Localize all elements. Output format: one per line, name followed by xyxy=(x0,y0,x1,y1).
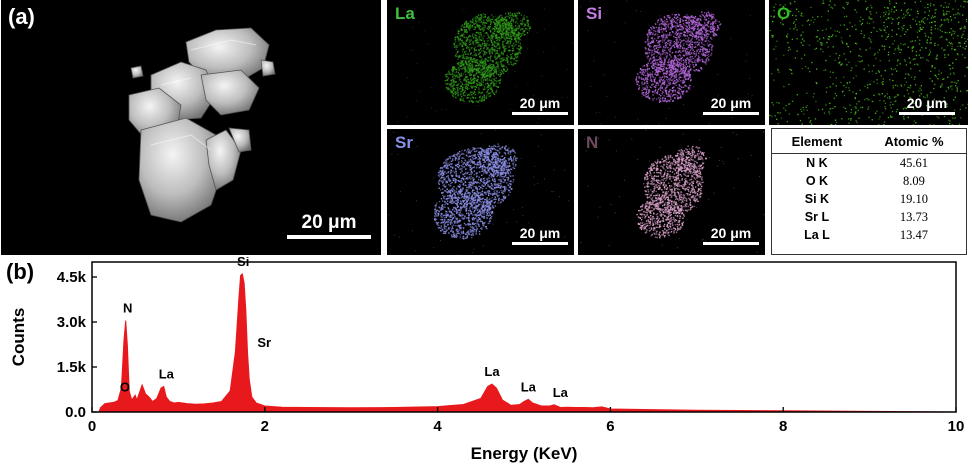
map-tile-si: Si 20 μm xyxy=(578,0,765,125)
table-cell-element: N K xyxy=(772,154,862,173)
map-o-label: O xyxy=(777,4,790,24)
table-header-atomic: Atomic % xyxy=(862,129,966,154)
map-si-label: Si xyxy=(586,4,602,24)
panel-b-label: (b) xyxy=(6,259,34,285)
map-n-scale-text: 20 μm xyxy=(703,225,759,241)
y-axis-label: Counts xyxy=(9,308,28,367)
sem-scale-text: 20 μm xyxy=(287,212,371,234)
map-sr-scale-text: 20 μm xyxy=(512,225,568,241)
y-tick-label: 3.0k xyxy=(57,314,87,331)
panel-b: (b) 0 2 4 6 8 10 0.0 1.5k 3.0k 4.5k N O La Si Sr La La La… xyxy=(0,257,972,467)
peak-label: Si xyxy=(237,257,249,269)
peak-label: Sr xyxy=(257,335,271,350)
x-tick-label: 0 xyxy=(88,418,96,435)
scale-bar-line xyxy=(287,235,371,239)
table-cell-value: 13.73 xyxy=(862,208,966,226)
map-la-label: La xyxy=(395,4,415,24)
table-row: La L 13.47 xyxy=(772,226,966,244)
map-o-scale: 20 μm xyxy=(899,95,955,115)
panel-a-label: (a) xyxy=(8,4,35,30)
table-cell-value: 19.10 xyxy=(862,190,966,208)
scale-bar-line xyxy=(512,112,568,115)
map-tile-la: La 20 μm xyxy=(387,0,574,125)
map-sr-scale: 20 μm xyxy=(512,225,568,245)
peak-label: O xyxy=(120,380,130,395)
table-header-element: Element xyxy=(772,129,862,154)
table-cell-value: 8.09 xyxy=(862,172,966,190)
y-tick-label: 1.5k xyxy=(57,359,87,376)
x-tick-label: 10 xyxy=(948,418,965,435)
table-cell-value: 45.61 xyxy=(862,154,966,173)
table-cell-element: Sr L xyxy=(772,208,862,226)
x-tick-label: 2 xyxy=(261,418,269,435)
map-o-scale-text: 20 μm xyxy=(899,95,955,111)
map-tile-sr: Sr 20 μm xyxy=(387,129,574,255)
map-n-scale: 20 μm xyxy=(703,225,759,245)
map-tile-n: N 20 μm xyxy=(578,129,765,255)
peak-label: La xyxy=(484,364,500,379)
x-tick-label: 6 xyxy=(606,418,614,435)
peak-label: N xyxy=(123,301,132,316)
eds-spectrum-chart: 0 2 4 6 8 10 0.0 1.5k 3.0k 4.5k N O La Si Sr La La La Ene… xyxy=(0,257,972,467)
map-n-label: N xyxy=(586,133,598,153)
x-tick-label: 8 xyxy=(779,418,787,435)
scale-bar-line xyxy=(703,242,759,245)
map-la-scale-text: 20 μm xyxy=(512,95,568,111)
table-row: N K 45.61 xyxy=(772,154,966,173)
peak-label: La xyxy=(521,379,537,394)
peak-label: La xyxy=(159,367,175,382)
table-cell-value: 13.47 xyxy=(862,226,966,244)
map-tile-o: O 20 μm xyxy=(769,0,968,125)
table-header-row: Element Atomic % xyxy=(772,129,966,154)
x-tick-label: 4 xyxy=(433,418,442,435)
scale-bar-line xyxy=(899,112,955,115)
table-row: Sr L 13.73 xyxy=(772,208,966,226)
table-cell-element: Si K xyxy=(772,190,862,208)
y-tick-label: 4.5k xyxy=(57,269,87,286)
table-cell-element: La L xyxy=(772,226,862,244)
map-si-scale: 20 μm xyxy=(703,95,759,115)
table-row: O K 8.09 xyxy=(772,172,966,190)
atomic-percent-table: Element Atomic % N K 45.61 O K 8.09 Si K… xyxy=(771,128,967,255)
panel-a: 20 μm (a) La 20 μm Si 20 μm O 20 μm Sr 2… xyxy=(0,0,972,257)
y-tick-label: 0.0 xyxy=(65,404,86,421)
scale-bar-line xyxy=(512,242,568,245)
sem-scale-bar: 20 μm xyxy=(287,212,371,239)
peak-label: La xyxy=(553,385,569,400)
map-sr-label: Sr xyxy=(395,133,413,153)
table-cell-element: O K xyxy=(772,172,862,190)
map-si-scale-text: 20 μm xyxy=(703,95,759,111)
scale-bar-line xyxy=(703,112,759,115)
sem-image: 20 μm xyxy=(1,0,381,255)
map-la-scale: 20 μm xyxy=(512,95,568,115)
x-axis-label: Energy (KeV) xyxy=(471,444,578,463)
table-row: Si K 19.10 xyxy=(772,190,966,208)
